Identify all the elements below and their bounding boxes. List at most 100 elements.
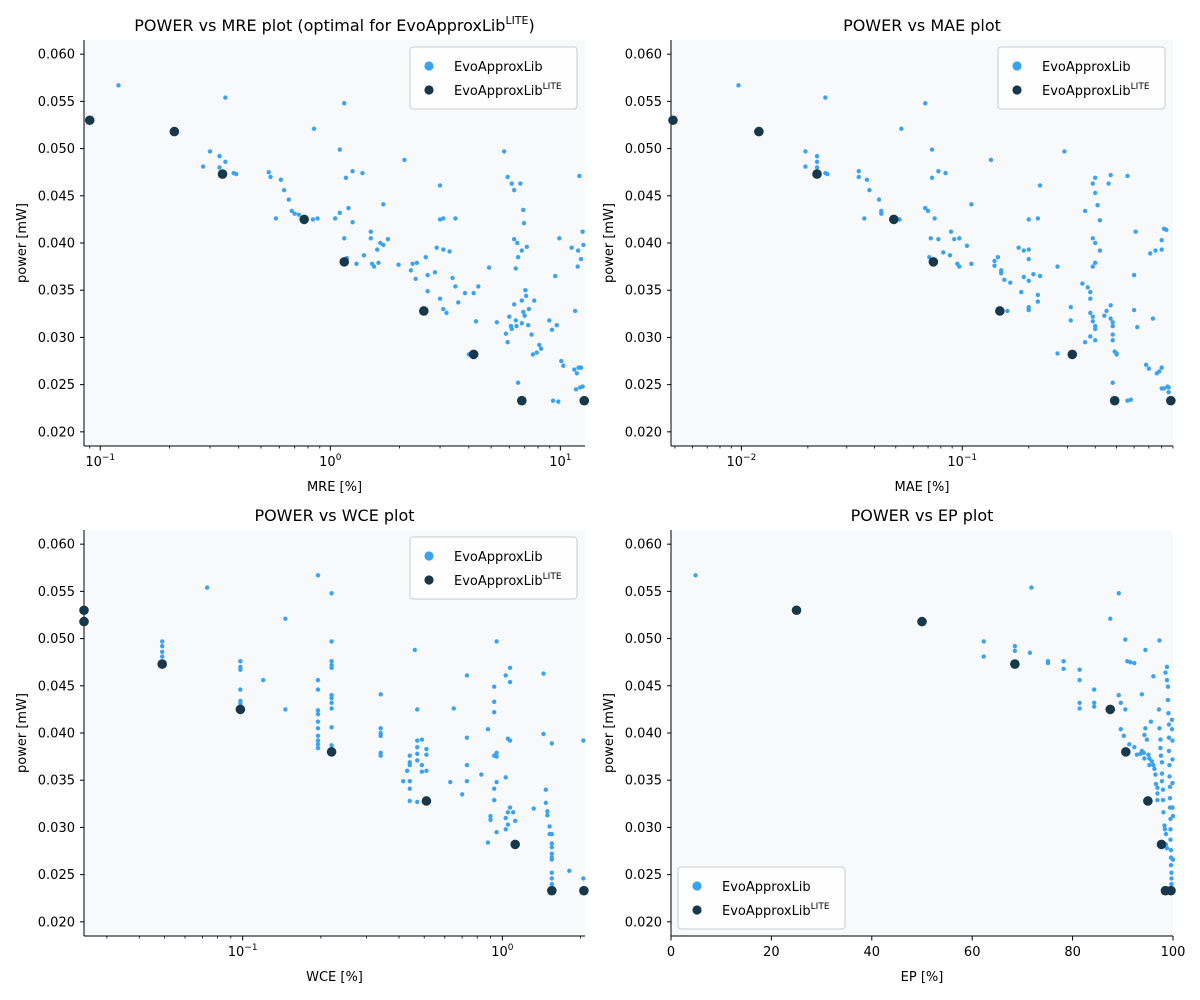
- point-evoapproxlib: [354, 261, 359, 266]
- point-evoapproxlib: [1021, 248, 1027, 253]
- point-evoapproxlib: [1097, 248, 1103, 253]
- point-evoapproxlib: [1135, 324, 1140, 330]
- points-layer: [84, 83, 590, 406]
- point-evoapproxlib: [1161, 386, 1167, 391]
- point-evoapproxlib: [402, 157, 407, 163]
- x-tick-label: 60: [964, 945, 981, 960]
- point-evoapproxlib: [879, 211, 884, 216]
- point-evoapproxlib: [521, 207, 526, 213]
- points-layer: [79, 573, 589, 896]
- point-evoapproxlib: [1133, 229, 1138, 234]
- point-evoapproxlib: [969, 202, 974, 207]
- point-evoapproxlib: [856, 169, 861, 174]
- point-evoapproxlib: [408, 268, 414, 273]
- point-evoapproxlib: [1168, 837, 1173, 842]
- point-evoapproxlib-lite: [812, 169, 822, 179]
- point-evoapproxlib: [947, 253, 953, 258]
- y-tick-label: 0.055: [625, 585, 662, 600]
- y-tick-label: 0.060: [38, 538, 75, 553]
- point-evoapproxlib: [238, 659, 243, 664]
- x-tick-base: 10: [726, 455, 743, 470]
- point-evoapproxlib: [554, 322, 559, 328]
- point-evoapproxlib: [441, 306, 446, 312]
- point-evoapproxlib: [315, 687, 321, 692]
- point-evoapproxlib: [823, 95, 828, 100]
- point-evoapproxlib: [1161, 810, 1166, 815]
- point-evoapproxlib: [523, 288, 528, 293]
- point-evoapproxlib: [1088, 310, 1093, 316]
- x-tick-label: 100: [319, 453, 342, 470]
- point-evoapproxlib: [1093, 240, 1098, 246]
- point-evoapproxlib-lite: [579, 395, 590, 406]
- chart-title-sup: LITE: [505, 14, 528, 27]
- x-tick-label: 80: [1064, 945, 1081, 960]
- point-evoapproxlib: [1080, 281, 1085, 286]
- point-evoapproxlib: [1168, 862, 1174, 868]
- point-evoapproxlib: [1143, 362, 1149, 367]
- point-evoapproxlib: [529, 332, 534, 337]
- legend-label-lite-sup: LITE: [811, 902, 830, 912]
- point-evoapproxlib: [519, 248, 525, 253]
- point-evoapproxlib: [549, 831, 555, 837]
- chart-title: POWER vs MAE plot: [843, 16, 1001, 35]
- point-evoapproxlib: [407, 786, 412, 791]
- point-evoapproxlib: [1170, 805, 1175, 810]
- legend-label-evoapproxlib-lite: EvoApproxLibLITE: [454, 572, 562, 589]
- point-evoapproxlib: [936, 237, 941, 242]
- y-tick-label: 0.035: [625, 774, 662, 789]
- legend-label-lite-main: EvoApproxLib: [454, 574, 543, 589]
- point-evoapproxlib: [159, 649, 165, 654]
- point-evoapproxlib: [1132, 744, 1137, 750]
- point-evoapproxlib: [415, 738, 420, 743]
- point-evoapproxlib: [928, 236, 933, 241]
- x-tick-base: 10: [319, 455, 336, 470]
- point-evoapproxlib: [492, 684, 497, 689]
- y-tick-label: 0.050: [38, 142, 75, 157]
- point-evoapproxlib: [561, 363, 566, 368]
- point-evoapproxlib: [494, 639, 499, 644]
- point-evoapproxlib: [1082, 339, 1088, 345]
- y-axis-label: power [mW]: [602, 203, 617, 283]
- point-evoapproxlib: [1169, 717, 1175, 722]
- x-tick-label: 0: [667, 945, 675, 960]
- point-evoapproxlib: [981, 654, 986, 659]
- point-evoapproxlib: [342, 236, 347, 241]
- y-tick-label: 0.025: [38, 378, 75, 393]
- point-evoapproxlib: [464, 735, 470, 740]
- point-evoapproxlib: [556, 399, 561, 404]
- chart-title-main: POWER vs WCE plot: [254, 506, 414, 525]
- point-evoapproxlib: [1151, 674, 1156, 679]
- point-evoapproxlib: [923, 205, 928, 211]
- point-evoapproxlib: [329, 591, 334, 596]
- point-evoapproxlib: [414, 260, 420, 266]
- point-evoapproxlib: [238, 667, 243, 672]
- point-evoapproxlib-lite: [299, 214, 309, 225]
- point-evoapproxlib: [217, 165, 222, 170]
- point-evoapproxlib-lite: [326, 747, 337, 757]
- point-evoapproxlib: [415, 758, 420, 763]
- point-evoapproxlib: [1008, 280, 1013, 285]
- point-evoapproxlib: [1170, 857, 1176, 862]
- point-evoapproxlib: [329, 706, 334, 711]
- point-evoapproxlib: [396, 262, 401, 267]
- point-evoapproxlib: [932, 216, 937, 221]
- y-tick-label: 0.025: [625, 378, 662, 393]
- point-evoapproxlib: [513, 318, 518, 323]
- point-evoapproxlib: [385, 237, 391, 242]
- point-evoapproxlib: [492, 786, 497, 791]
- point-evoapproxlib: [1159, 778, 1165, 784]
- legend-label-evoapproxlib-lite: EvoApproxLibLITE: [454, 82, 562, 99]
- y-tick-label: 0.045: [625, 679, 662, 694]
- x-tick-label: 20: [763, 945, 780, 960]
- point-evoapproxlib: [1114, 352, 1119, 357]
- point-evoapproxlib: [1164, 227, 1169, 232]
- point-evoapproxlib: [1088, 334, 1093, 339]
- point-evoapproxlib: [283, 707, 288, 712]
- point-evoapproxlib-lite: [889, 214, 899, 225]
- point-evoapproxlib: [964, 243, 970, 249]
- point-evoapproxlib-lite: [79, 605, 89, 616]
- point-evoapproxlib: [1110, 380, 1115, 385]
- point-evoapproxlib: [1125, 173, 1130, 179]
- point-evoapproxlib: [342, 101, 347, 106]
